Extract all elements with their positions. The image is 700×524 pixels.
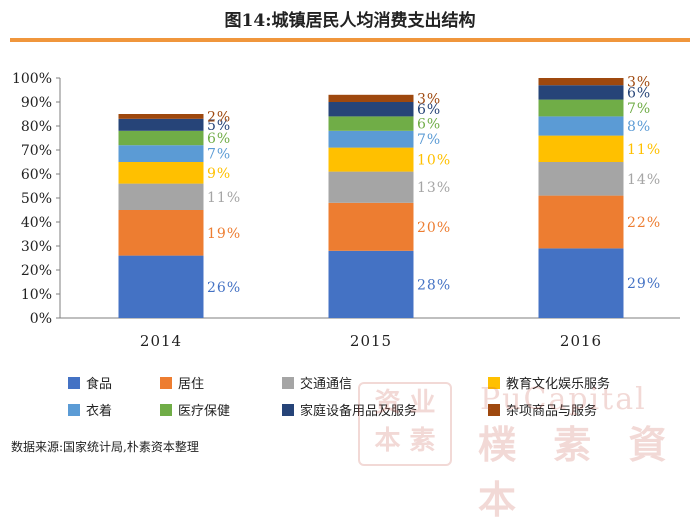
y-tick-label: 100% [12,71,52,87]
bar-segment [118,183,204,210]
legend-swatch [488,376,500,389]
y-tick-label: 30% [21,239,52,255]
bar-segment [538,248,624,318]
legend-item: 食品 [68,373,112,392]
bar-segment [118,255,204,318]
stacked-bar-chart: 0% 10% 20% 30% 40% 50% 60% 70% 80% 90% 100% 26% 19% 1… [12,71,680,350]
source-note: 数据来源:国家统计局,朴素资本整理 [11,440,199,454]
legend-label: 家庭设备用品及服务 [300,404,418,419]
bar-segment [538,85,624,100]
chart-title: 图14:城镇居民人均消费支出结构 [224,11,476,31]
legend-label: 教育文化娱乐服务 [506,377,611,392]
y-tick-label: 40% [21,215,52,231]
bar-segment [538,162,624,196]
y-tick-label: 50% [21,191,52,207]
data-label: 8% [627,119,651,135]
bar-segment [118,145,204,162]
bar-segment [328,94,414,102]
data-label: 11% [207,190,241,206]
data-label: 3% [417,91,441,107]
y-tick-label: 70% [21,143,52,159]
legend-item: 衣着 [68,400,112,419]
data-label: 19% [207,226,241,242]
bar-segment [538,78,624,86]
legend-swatch [488,403,500,416]
data-label: 3% [627,75,651,91]
bar-segment [328,116,414,131]
x-tick-label: 2016 [560,332,602,350]
data-label: 13% [417,180,451,196]
data-label: 29% [627,276,661,292]
bar-segment [538,116,624,136]
data-label: 6% [417,102,441,118]
data-label: 20% [417,220,451,236]
legend-item: 教育文化娱乐服务 [488,373,610,392]
bar-segment [538,135,624,162]
legend-label: 交通通信 [300,377,353,392]
x-tick-label: 2015 [350,332,392,350]
data-label: 7% [627,101,651,117]
bar-segment [328,147,414,172]
legend-swatch [282,403,294,416]
data-label: 6% [417,117,441,133]
legend-item: 医疗保健 [160,400,230,419]
bar-segment [118,114,204,119]
title-divider [10,38,690,42]
data-label: 28% [417,277,451,293]
bar-segment [328,202,414,251]
data-label: 2% [207,109,231,125]
legend-swatch [68,376,80,389]
bar-segment [328,102,414,117]
data-label: 5% [207,118,231,134]
data-label: 22% [627,215,661,231]
bar-segment [118,118,204,131]
legend-label: 医疗保健 [178,404,231,419]
legend-swatch [282,376,294,389]
bar-segment [118,130,204,146]
legend-swatch [160,403,172,416]
y-tick-label: 60% [21,167,52,183]
data-label: 10% [417,153,451,169]
y-tick-label: 90% [21,95,52,111]
legend-label: 杂项商品与服务 [506,404,598,419]
data-label: 14% [627,172,661,188]
legend-label: 衣着 [86,404,113,419]
legend-item: 家庭设备用品及服务 [282,400,417,419]
data-label: 6% [207,131,231,147]
bar-segment [328,171,414,203]
x-tick-label: 2014 [140,332,182,350]
legend-swatch [160,376,172,389]
bar-segment [118,210,204,256]
data-label: 6% [627,85,651,101]
legend-label: 食品 [86,377,113,392]
data-label: 7% [207,147,231,163]
legend-swatch [68,403,80,416]
data-label: 26% [207,280,241,296]
y-tick-label: 20% [21,263,52,279]
legend-label: 居住 [178,377,205,392]
bar-segment [328,130,414,148]
legend-item: 交通通信 [282,373,352,392]
bar-segment [538,195,624,249]
y-tick-label: 10% [21,287,52,303]
y-tick-label: 80% [21,119,52,135]
bar-segment [328,250,414,318]
legend-item: 居住 [160,373,204,392]
data-label: 9% [207,166,231,182]
bar-segment [538,99,624,117]
bar-segment [118,162,204,184]
y-tick-label: 0% [30,311,52,327]
data-label: 11% [627,142,661,158]
legend-item: 杂项商品与服务 [488,400,597,419]
data-label: 7% [417,132,441,148]
